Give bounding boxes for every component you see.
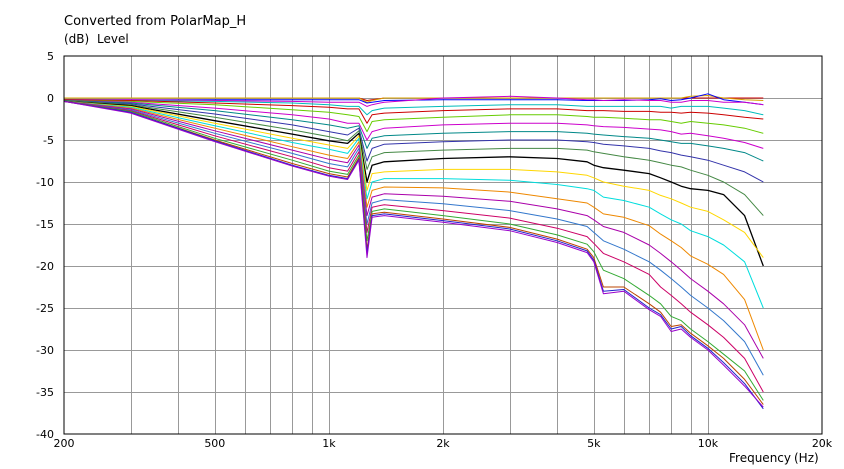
- x-axis-label: Frequency: [729, 451, 791, 465]
- tick-labels: 200 500 1k 2k 5k 10k 20k 5 0 -5 -10 -15 -20 -25 -30 -35…: [36, 50, 833, 450]
- series-line-14: [63, 100, 764, 309]
- series-line-15: [63, 100, 764, 351]
- x-tick-label: 200: [54, 437, 75, 450]
- x-tick-label: 2k: [436, 437, 450, 450]
- x-tick-label: 10k: [698, 437, 719, 450]
- series-line-8: [63, 100, 764, 149]
- series-line-3: [64, 93, 764, 106]
- series-line-18: [63, 100, 764, 393]
- y-tick-label: -35: [36, 386, 54, 399]
- series-line-9: [63, 100, 764, 162]
- x-tick-label: 1k: [322, 437, 336, 450]
- y-tick-label: -30: [36, 344, 54, 357]
- x-tick-label: 20k: [812, 437, 833, 450]
- y-axis-unit: (dB): [64, 32, 89, 46]
- series-line-21: [63, 100, 764, 410]
- y-tick-label: -15: [36, 218, 54, 231]
- y-tick-label: -20: [36, 260, 54, 273]
- series-line-5: [63, 99, 764, 116]
- series-line-2: [64, 95, 764, 103]
- series-line-16: [63, 100, 764, 359]
- series-line-10: [63, 100, 764, 183]
- series-line-7: [63, 100, 764, 134]
- series-line-22: [63, 100, 764, 408]
- y-axis-label: Level: [97, 32, 129, 46]
- series-line-11: [63, 100, 764, 216]
- x-axis-unit: (Hz): [794, 451, 819, 465]
- series-lines: [63, 93, 764, 410]
- x-tick-label: 5k: [587, 437, 601, 450]
- series-line-13: [63, 100, 764, 258]
- series-line-20: [63, 100, 764, 405]
- x-tick-label: 500: [204, 437, 225, 450]
- series-line-4: [64, 95, 764, 107]
- series-line-19: [63, 100, 764, 401]
- y-tick-label: -5: [43, 134, 54, 147]
- y-tick-label: -40: [36, 428, 54, 441]
- plot-frame: [63, 55, 823, 435]
- y-tick-label: -10: [36, 176, 54, 189]
- y-tick-label: 5: [47, 50, 54, 63]
- series-line-17: [63, 100, 764, 376]
- series-line-6: [63, 99, 764, 124]
- y-tick-label: 0: [47, 92, 54, 105]
- series-line-12: [63, 100, 764, 267]
- chart-title: Converted from PolarMap_H: [64, 14, 246, 29]
- y-tick-label: -25: [36, 302, 54, 315]
